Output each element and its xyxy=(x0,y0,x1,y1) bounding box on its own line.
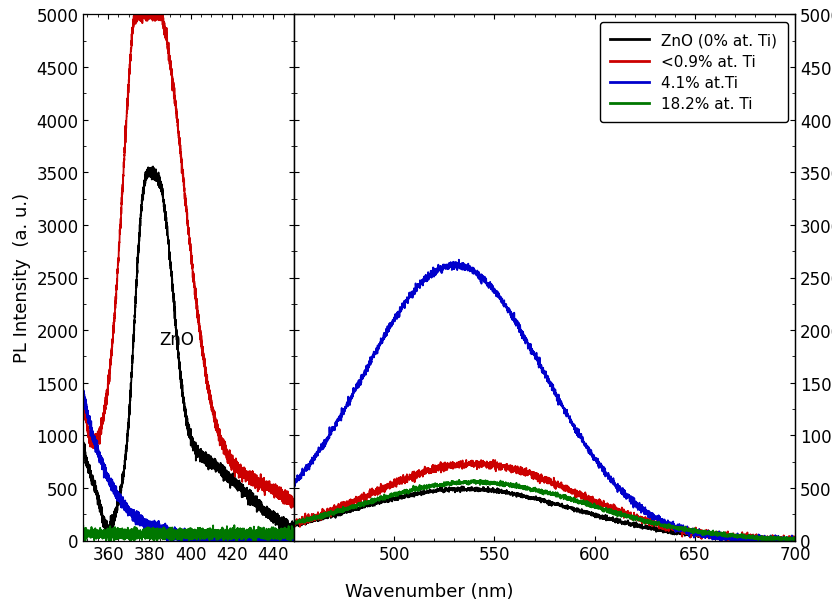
Text: Wavenumber (nm): Wavenumber (nm) xyxy=(344,582,513,600)
Text: ZnO: ZnO xyxy=(160,330,195,348)
Legend: ZnO (0% at. Ti), <0.9% at. Ti, 4.1% at.Ti, 18.2% at. Ti: ZnO (0% at. Ti), <0.9% at. Ti, 4.1% at.T… xyxy=(599,23,787,122)
Y-axis label: PL Intensity  (a. u.): PL Intensity (a. u.) xyxy=(12,193,31,363)
